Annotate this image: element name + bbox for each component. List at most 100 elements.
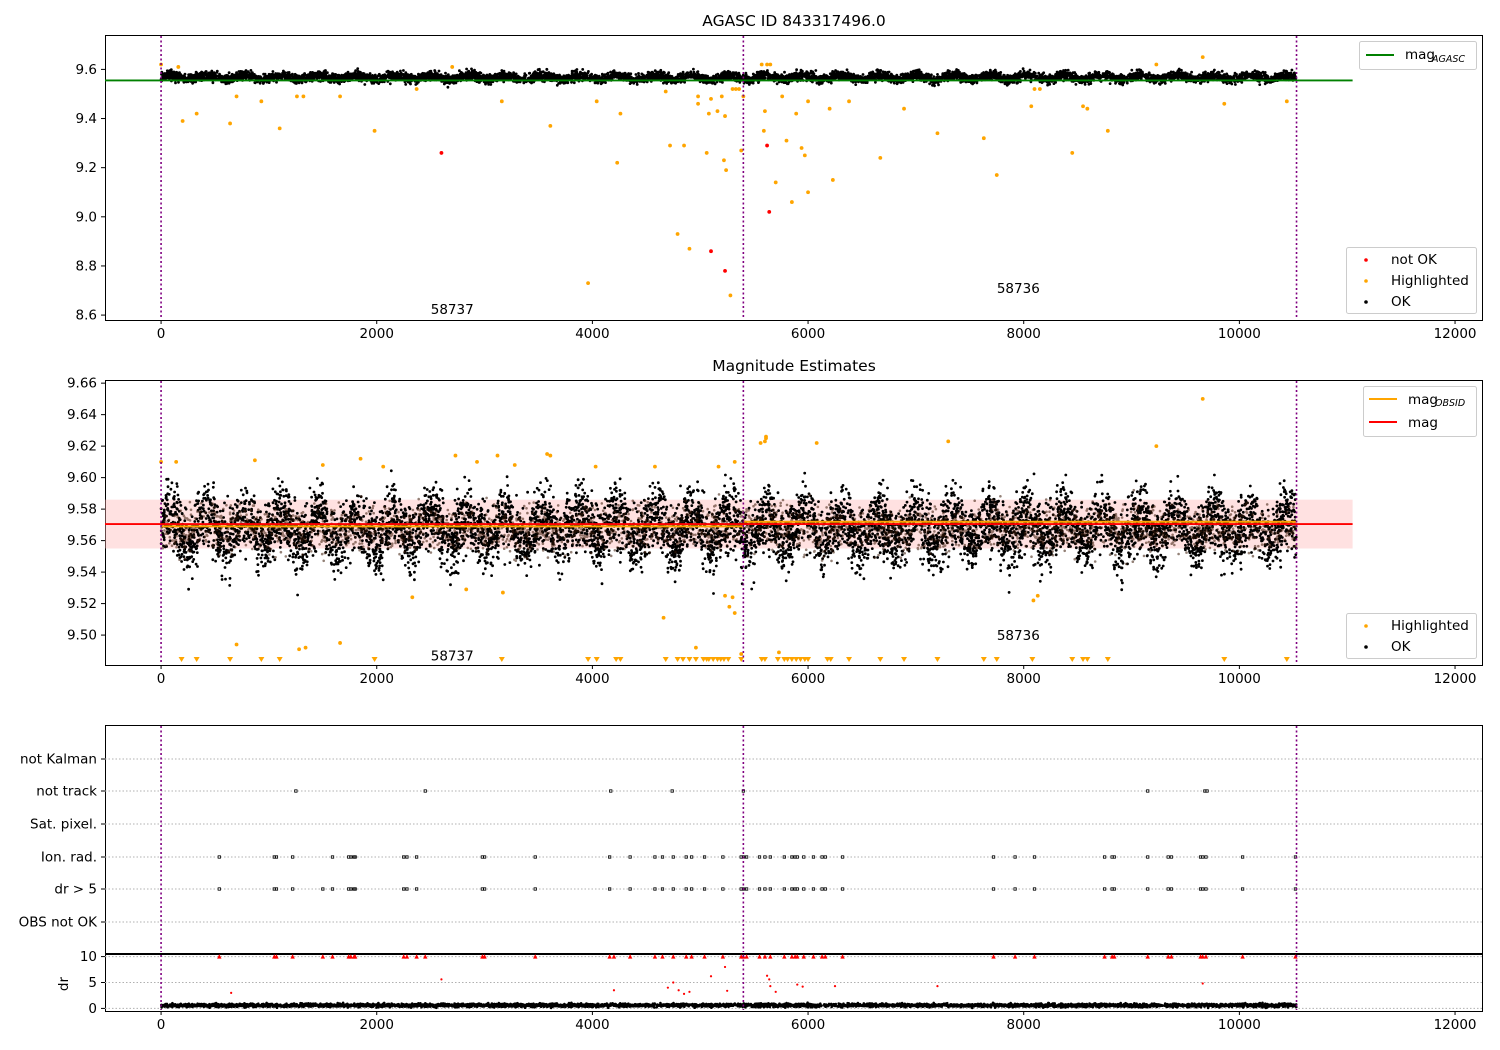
dr-notok-point <box>936 985 939 988</box>
flag-marker <box>823 855 827 859</box>
p1-highlighted-point <box>768 62 773 67</box>
p1-highlighted-point <box>728 293 733 298</box>
p1-highlighted-point <box>663 89 668 94</box>
p2-highlighted-point <box>297 647 301 652</box>
flag-marker <box>1146 855 1150 859</box>
p1-notok-point <box>439 151 444 155</box>
p2-ytick-label: 9.54 <box>67 565 97 581</box>
p1-highlighted-point <box>773 180 778 185</box>
dr-capped-marker <box>404 954 410 959</box>
dr-capped-marker <box>684 954 689 959</box>
legend-agasc-label: mag <box>1405 47 1435 63</box>
dr-capped-marker <box>801 954 806 959</box>
flag-marker <box>1102 887 1107 891</box>
p2-offscale-marker <box>613 657 620 662</box>
p1-highlighted-point <box>696 101 700 106</box>
dr-notok-point <box>672 981 675 984</box>
p1-highlighted-point <box>724 168 729 173</box>
dr-capped-marker <box>320 954 326 959</box>
p2-highlighted-point <box>716 464 721 469</box>
flag-marker <box>533 887 537 891</box>
p1-highlighted-point <box>194 111 199 116</box>
p2-offscale-marker <box>710 657 717 662</box>
flag-marker <box>768 855 772 859</box>
p2-highlighted-point <box>763 439 767 444</box>
p4-xtick-label: 10000 <box>1218 1017 1261 1033</box>
p2-ytick-label: 9.64 <box>67 407 97 423</box>
p1-highlighted-point <box>338 94 342 99</box>
p2-highlighted-point <box>320 463 325 467</box>
p1-highlighted-point <box>761 128 766 133</box>
p2-offscale-marker <box>227 657 234 662</box>
flag-marker <box>1166 855 1170 859</box>
p2-highlighted-point <box>732 611 737 615</box>
dr-capped-marker <box>744 954 749 959</box>
p1-highlighted-point <box>765 62 769 67</box>
p2-offscale-marker <box>686 657 693 662</box>
flag-marker <box>795 855 799 859</box>
dr-notok-point <box>833 985 837 988</box>
flag-marker <box>660 855 665 859</box>
flag-marker <box>1146 789 1150 793</box>
p2-xtick-label: 10000 <box>1218 671 1261 687</box>
dr-notok-point <box>774 990 777 993</box>
dr-capped-marker <box>811 954 816 959</box>
dr-notok-point <box>688 990 691 993</box>
flag-marker <box>1013 855 1017 859</box>
p1-highlighted-point <box>234 94 239 99</box>
dr-capped-marker <box>720 954 726 959</box>
flag-marker <box>353 855 357 859</box>
dr-capped-marker <box>702 954 707 959</box>
p2-offscale-marker <box>1283 657 1290 662</box>
flag-marker <box>757 887 762 891</box>
dr-ylabel: dr <box>56 976 72 991</box>
flag-marker <box>353 887 357 891</box>
p1-highlighted-point <box>847 99 851 104</box>
p2-highlighted-point <box>730 595 735 600</box>
p2-highlighted-point <box>159 459 163 464</box>
dr-notok-point <box>1201 982 1204 985</box>
flag-label: OBS not OK <box>19 915 99 931</box>
p2-highlighted-point <box>453 453 458 458</box>
flag-marker <box>802 855 806 859</box>
legend-ok-label: OK <box>1391 294 1412 310</box>
flag-marker <box>741 887 745 891</box>
p1-ytick-label: 9.6 <box>76 62 97 78</box>
p2-offscale-marker <box>1069 657 1076 662</box>
p2-highlighted-point <box>548 453 553 458</box>
p1-ytick-label: 9.0 <box>76 209 97 225</box>
p1-highlighted-point <box>759 62 764 67</box>
p1-highlighted-point <box>733 87 738 91</box>
dr-capped-marker <box>352 954 358 959</box>
flag-marker <box>744 887 749 891</box>
legend-notok-label: not OK <box>1391 252 1438 268</box>
p2-offscale-marker <box>846 657 853 662</box>
dr-capped-marker <box>789 954 795 959</box>
p2-ytick-label: 9.62 <box>67 439 97 455</box>
flag-marker <box>1013 887 1017 891</box>
dr-capped-marker <box>330 954 335 959</box>
flag-marker <box>811 855 816 859</box>
legend-agasc-line: mag AGASC <box>1359 41 1477 70</box>
legend-obsid-sub: OBSID <box>1435 398 1465 409</box>
flag-marker <box>482 887 487 891</box>
dr-capped-marker <box>348 954 354 959</box>
p2-highlighted-point <box>732 459 737 464</box>
dr-capped-marker <box>768 954 773 959</box>
p1-highlighted-point <box>301 94 306 99</box>
p1-xtick-label: 2000 <box>360 326 394 342</box>
p1-highlighted-point <box>1200 55 1205 60</box>
flag-marker <box>763 887 767 891</box>
p1-highlighted-point <box>1070 151 1075 155</box>
dr-notok-point <box>768 978 771 981</box>
p2-offscale-marker <box>692 657 699 662</box>
p4-ytick-label: 5 <box>88 975 97 991</box>
dr-capped-marker <box>782 954 787 959</box>
p2-xtick-label: 6000 <box>791 671 825 687</box>
flag-marker <box>1241 855 1245 859</box>
p1-highlighted-point <box>806 190 810 195</box>
p1-highlighted-point <box>737 87 741 91</box>
dr-notok-point <box>612 989 616 992</box>
p1-highlighted-point <box>763 109 767 114</box>
p2-ytick-label: 9.60 <box>67 470 97 486</box>
